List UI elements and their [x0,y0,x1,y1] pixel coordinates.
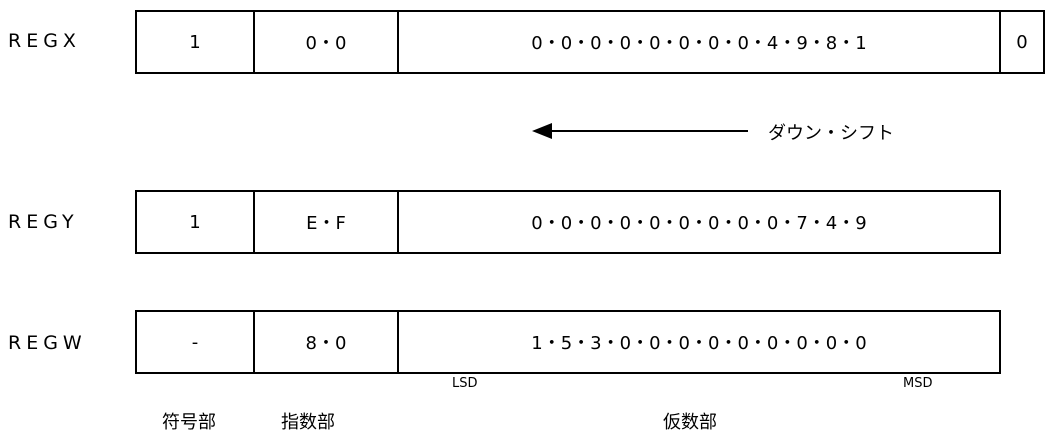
sign-part-label: 符号部 [162,412,216,433]
lsd-label: LSD [452,376,478,391]
regx-label: REGX [8,30,81,52]
regy-sign-cell: 1 [189,211,201,233]
exponent-part-label: 指数部 [281,412,335,433]
regx-mantissa-cell: 0・0・0・0・0・0・0・0・4・9・8・1 [397,12,999,72]
regx-sign-cell: 1 [189,31,201,53]
regy-register: 1 E・F 0・0・0・0・0・0・0・0・0・7・4・9 [135,190,1001,254]
down-shift-label: ダウン・シフト [768,123,894,144]
msd-label: MSD [903,376,933,391]
regw-sign-cell: - [191,331,199,353]
regy-mantissa-cell: 0・0・0・0・0・0・0・0・0・7・4・9 [397,192,999,252]
regx-exponent-cell: 0・0 [253,12,397,72]
regy-label: REGY [8,211,79,233]
regw-exponent-cell: 8・0 [253,312,397,372]
regw-register: - 8・0 1・5・3・0・0・0・0・0・0・0・0・0 [135,310,1001,374]
left-arrow-icon [532,123,748,139]
regy-exponent-cell: E・F [253,192,397,252]
regw-mantissa-cell: 1・5・3・0・0・0・0・0・0・0・0・0 [397,312,999,372]
regx-extra-digit-cell: 0 [999,12,1043,72]
regx-register: 1 0・0 0・0・0・0・0・0・0・0・4・9・8・1 0 [135,10,1045,74]
mantissa-part-label: 仮数部 [663,412,717,433]
regw-label: REGW [8,332,87,354]
